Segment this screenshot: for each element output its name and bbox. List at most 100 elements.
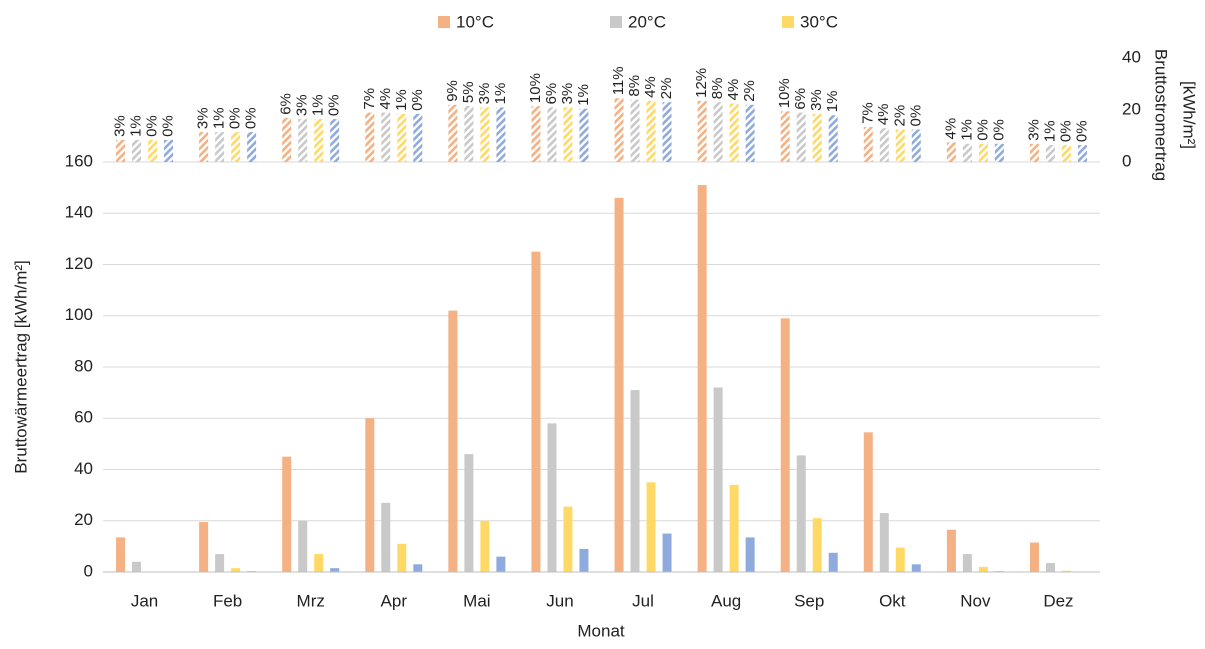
y-tick-label: 60 bbox=[74, 408, 93, 427]
bar bbox=[1029, 143, 1039, 162]
y-tick-label: 160 bbox=[65, 151, 93, 170]
bar bbox=[646, 100, 656, 162]
share-label: 4% bbox=[642, 76, 659, 98]
share-label: 8% bbox=[709, 78, 726, 100]
bar bbox=[911, 129, 921, 162]
share-label: 10% bbox=[527, 73, 544, 103]
share-label: 3% bbox=[1025, 119, 1042, 141]
bar bbox=[531, 106, 541, 162]
bar bbox=[812, 518, 822, 572]
bar bbox=[365, 418, 375, 572]
bar bbox=[148, 139, 158, 162]
y2-axis-label: Bruttostromertrag bbox=[1152, 49, 1171, 181]
y-tick-label: 120 bbox=[65, 254, 93, 273]
share-label: 2% bbox=[891, 105, 908, 127]
bar bbox=[1045, 563, 1055, 572]
bar bbox=[697, 100, 707, 162]
x-tick-label: Apr bbox=[381, 591, 408, 610]
bar bbox=[962, 554, 972, 572]
share-label: 1% bbox=[492, 83, 509, 105]
share-label: 0% bbox=[243, 107, 260, 129]
bar bbox=[314, 119, 324, 162]
bar bbox=[298, 119, 308, 162]
x-tick-label: Jun bbox=[546, 591, 573, 610]
bar bbox=[563, 506, 573, 572]
share-label: 7% bbox=[859, 102, 876, 124]
bar bbox=[828, 552, 838, 572]
share-label: 8% bbox=[626, 75, 643, 97]
bar bbox=[480, 520, 490, 572]
bar bbox=[1045, 145, 1055, 162]
bar bbox=[946, 142, 956, 162]
bar bbox=[330, 119, 340, 162]
bar bbox=[796, 455, 806, 572]
y2-tick-label: 20 bbox=[1122, 99, 1141, 118]
bar bbox=[579, 548, 589, 572]
share-label: 4% bbox=[875, 104, 892, 126]
legend-swatch bbox=[610, 16, 622, 28]
bar bbox=[563, 107, 573, 162]
bar bbox=[547, 107, 557, 162]
share-label: 3% bbox=[808, 89, 825, 111]
y-tick-label: 0 bbox=[84, 561, 93, 580]
bar bbox=[946, 529, 956, 572]
bar bbox=[215, 554, 225, 572]
y-tick-label: 80 bbox=[74, 356, 93, 375]
share-label: 0% bbox=[1057, 120, 1074, 142]
bar bbox=[978, 566, 988, 572]
share-label: 1% bbox=[211, 107, 228, 129]
share-label: 1% bbox=[393, 89, 410, 111]
share-label: 1% bbox=[1041, 120, 1058, 142]
share-label: 1% bbox=[128, 115, 145, 137]
bar bbox=[116, 537, 126, 572]
bar bbox=[630, 390, 640, 572]
bar bbox=[231, 132, 241, 162]
y-tick-label: 20 bbox=[74, 510, 93, 529]
bar bbox=[496, 556, 506, 572]
share-label: 9% bbox=[444, 80, 461, 102]
bar bbox=[895, 547, 905, 572]
bar bbox=[464, 454, 474, 572]
bar bbox=[330, 568, 340, 572]
bar bbox=[199, 132, 209, 162]
x-tick-label: Nov bbox=[960, 591, 991, 610]
y2-tick-label: 40 bbox=[1122, 47, 1141, 66]
bar bbox=[132, 561, 142, 572]
legend-swatch bbox=[782, 16, 794, 28]
bar bbox=[547, 423, 557, 572]
share-label: 4% bbox=[725, 79, 742, 101]
bar bbox=[480, 107, 490, 162]
share-label: 0% bbox=[227, 107, 244, 129]
bar bbox=[662, 533, 672, 572]
bar bbox=[662, 102, 672, 162]
bar bbox=[828, 115, 838, 162]
x-tick-label: Mai bbox=[463, 591, 490, 610]
bar bbox=[729, 484, 739, 572]
bar bbox=[282, 456, 292, 572]
bar bbox=[397, 113, 407, 162]
x-axis-label: Monat bbox=[577, 621, 625, 640]
share-label: 1% bbox=[310, 94, 327, 116]
bar bbox=[282, 117, 292, 162]
bar bbox=[116, 139, 126, 162]
bar bbox=[796, 112, 806, 162]
bar bbox=[879, 128, 889, 162]
share-label: 3% bbox=[112, 115, 129, 137]
share-label: 7% bbox=[361, 88, 378, 110]
x-tick-label: Feb bbox=[213, 591, 242, 610]
y2-tick-label: 0 bbox=[1122, 151, 1131, 170]
share-label: 6% bbox=[278, 93, 295, 115]
share-label: 0% bbox=[326, 94, 343, 116]
bar bbox=[614, 98, 624, 162]
bar bbox=[381, 112, 391, 162]
bar bbox=[448, 104, 458, 162]
bar bbox=[413, 564, 423, 572]
y-tick-label: 40 bbox=[74, 459, 93, 478]
x-tick-label: Dez bbox=[1043, 591, 1073, 610]
y-tick-label: 140 bbox=[65, 203, 93, 222]
bar bbox=[231, 568, 241, 572]
y-axis-label: Bruttowärmeertrag [kWh/m²] bbox=[11, 260, 30, 474]
bar bbox=[978, 143, 988, 162]
bar bbox=[464, 106, 474, 162]
